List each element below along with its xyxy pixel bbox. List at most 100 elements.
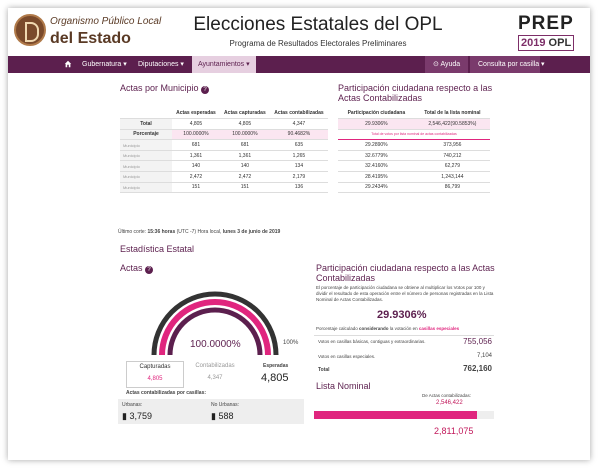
consulta-casilla-button[interactable]: Consulta por casilla ▾ bbox=[470, 56, 545, 73]
casillas-label: Actas contabilizadas por casillas: bbox=[126, 390, 207, 396]
table-row: 32.6779% 740,212 bbox=[338, 150, 490, 162]
table-cell: 1,361 bbox=[219, 150, 270, 162]
table-cell: 1,361 bbox=[172, 150, 220, 162]
casillas-box bbox=[118, 399, 304, 424]
table-cell: 151 bbox=[172, 182, 220, 194]
ayuda-button[interactable]: ⊙ Ayuda bbox=[425, 56, 469, 73]
info-icon[interactable]: ? bbox=[145, 266, 154, 274]
table-cell: 2,546,422(90.5853%) bbox=[414, 118, 490, 130]
actas-title-text: Actas bbox=[120, 263, 143, 273]
table-row: 29.2434% 86,799 bbox=[338, 182, 490, 194]
gauge-percentage: 100.0000% bbox=[190, 339, 241, 350]
capturadas-label: Capturadas bbox=[139, 364, 171, 370]
actas-municipio-title-text: Actas por Municipio bbox=[120, 83, 199, 93]
table-cell: 740,212 bbox=[414, 150, 490, 162]
nav-gubernatura-label: Gubernatura bbox=[82, 61, 122, 68]
corte-date: lunes 3 de junio de 2019 bbox=[222, 229, 281, 235]
header-lista-nominal: Total de la lista nominal bbox=[414, 108, 490, 120]
nav-diputaciones-label: Diputaciones bbox=[138, 61, 179, 68]
participacion-calc: Porcentaje calculado considerando la vot… bbox=[316, 326, 459, 331]
lista-nominal-label: De Actas contabilizadas: bbox=[422, 393, 472, 398]
main-content: Actas por Municipio ? Actas esperadas Ac… bbox=[8, 73, 590, 460]
table-row: 32.4160% 62,279 bbox=[338, 160, 490, 173]
prep-logo: PREP 2019 OPL bbox=[518, 13, 582, 51]
table-row[interactable]: Municipio 681 681 635 bbox=[120, 139, 328, 151]
actas-title: Actas ? bbox=[120, 263, 154, 274]
table-cell: 62,279 bbox=[414, 160, 490, 173]
table-cell: 28.4195% bbox=[338, 171, 415, 183]
header-contabilizadas: Actas contabilizadas bbox=[269, 108, 328, 120]
lista-nominal-bar bbox=[314, 411, 494, 419]
contabilizadas-value: 4,347 bbox=[207, 375, 223, 381]
note-row: Total de votos por lista nominal de acta… bbox=[338, 129, 490, 141]
home-icon bbox=[64, 60, 72, 68]
table-cell: 100.0000% bbox=[172, 129, 220, 141]
pct-label: Porcentaje bbox=[120, 129, 172, 141]
table-cell: 4,805 bbox=[172, 118, 220, 130]
ultimo-corte: Último corte: 15:36 horas (UTC -7) Hora … bbox=[118, 229, 280, 235]
table-cell: 136 bbox=[269, 182, 328, 194]
page-title: Elecciones Estatales del OPL bbox=[193, 14, 443, 35]
table-row[interactable]: Municipio 151 151 136 bbox=[120, 182, 328, 194]
table-row[interactable]: Municipio 1,361 1,361 1,265 bbox=[120, 150, 328, 162]
capturadas-card[interactable]: Capturadas 4,805 bbox=[126, 361, 184, 388]
votos-total-label: Total bbox=[318, 367, 330, 373]
contabilizadas-card[interactable]: Contabilizadas 4,347 bbox=[186, 361, 244, 388]
nav-ayuntamientos[interactable]: Ayuntamientos ▾ bbox=[192, 56, 256, 73]
total-label: Total bbox=[120, 118, 172, 130]
table-cell: 100.0000% bbox=[219, 129, 270, 141]
actas-gauge bbox=[151, 291, 279, 356]
ayuda-label: Ayuda bbox=[440, 61, 461, 68]
municipio-name: Municipio bbox=[120, 139, 172, 151]
main-nav: Gubernatura ▾ Diputaciones ▾ Ayuntamient… bbox=[8, 56, 590, 73]
corte-zone: (UTC -7) Hora local, bbox=[176, 229, 222, 235]
lista-nominal-value: 2,546,422 bbox=[436, 400, 463, 406]
calc-prefix: Porcentaje calculado bbox=[316, 326, 358, 331]
urbanas-label: Urbanas: bbox=[122, 402, 143, 408]
table-cell: 140 bbox=[219, 160, 270, 173]
table-header-row: Participación ciudadana Total de la list… bbox=[338, 108, 490, 120]
urbanas-value: 3,759 bbox=[129, 411, 152, 421]
logo-line1: Organismo Público Local bbox=[50, 16, 162, 27]
table-cell: 1,243,144 bbox=[414, 171, 490, 183]
table-note: Total de votos por lista nominal de acta… bbox=[338, 129, 490, 141]
table-cell: 373,956 bbox=[414, 139, 490, 151]
opl-logo[interactable]: Organismo Público Local del Estado bbox=[14, 14, 161, 52]
prep-year: 2019 bbox=[521, 37, 546, 49]
table-row: 29.9306% 2,546,422(90.5853%) bbox=[338, 118, 490, 130]
votos-total-value: 762,160 bbox=[463, 364, 492, 373]
capturadas-value: 4,805 bbox=[147, 376, 163, 382]
table-cell: 635 bbox=[269, 139, 328, 151]
nav-diputaciones[interactable]: Diputaciones ▾ bbox=[138, 61, 184, 68]
pct-row: Porcentaje 100.0000% 100.0000% 90.4682% bbox=[120, 129, 328, 141]
table-header-row: Actas esperadas Actas capturadas Actas c… bbox=[120, 108, 328, 120]
participacion-table: Participación ciudadana Total de la list… bbox=[338, 108, 490, 194]
table-cell: 32.4160% bbox=[338, 160, 415, 173]
participacion-pct: 29.9306% bbox=[377, 309, 427, 321]
total-row: Total 4,805 4,805 4,347 bbox=[120, 118, 328, 130]
municipio-name: Municipio bbox=[120, 150, 172, 162]
help-icon: ⊙ bbox=[433, 61, 439, 68]
table-cell: 32.6779% bbox=[338, 150, 415, 162]
lista-nominal-total: 2,811,075 bbox=[434, 426, 474, 436]
table-row[interactable]: Municipio 2,472 2,472 2,179 bbox=[120, 171, 328, 183]
urbanas-value-wrap: ▮ 3,759 bbox=[122, 411, 152, 422]
casillas-especiales-link[interactable]: casillas especiales bbox=[418, 326, 460, 331]
info-icon[interactable]: ? bbox=[201, 86, 210, 94]
table-row: 28.4195% 1,243,144 bbox=[338, 171, 490, 183]
app-frame: Organismo Público Local del Estado Elecc… bbox=[8, 8, 590, 460]
prep-logo-text: PREP bbox=[518, 13, 574, 34]
home-button[interactable] bbox=[58, 56, 78, 73]
table-cell: 29.2434% bbox=[338, 182, 415, 194]
nav-gubernatura[interactable]: Gubernatura ▾ bbox=[82, 61, 127, 68]
esperadas-value: 4,805 bbox=[261, 372, 289, 384]
table-row[interactable]: Municipio 140 140 134 bbox=[120, 160, 328, 173]
header: Organismo Público Local del Estado Elecc… bbox=[8, 8, 590, 56]
table-cell: 681 bbox=[172, 139, 220, 151]
document-icon: ▮ bbox=[122, 411, 127, 421]
table-cell: 86,799 bbox=[414, 182, 490, 194]
votos-box bbox=[314, 335, 494, 379]
participacion-tabla-title: Participación ciudadana respecto a las A… bbox=[338, 83, 493, 103]
table-cell: 29.2890% bbox=[338, 139, 415, 151]
table-cell: 2,472 bbox=[219, 171, 270, 183]
